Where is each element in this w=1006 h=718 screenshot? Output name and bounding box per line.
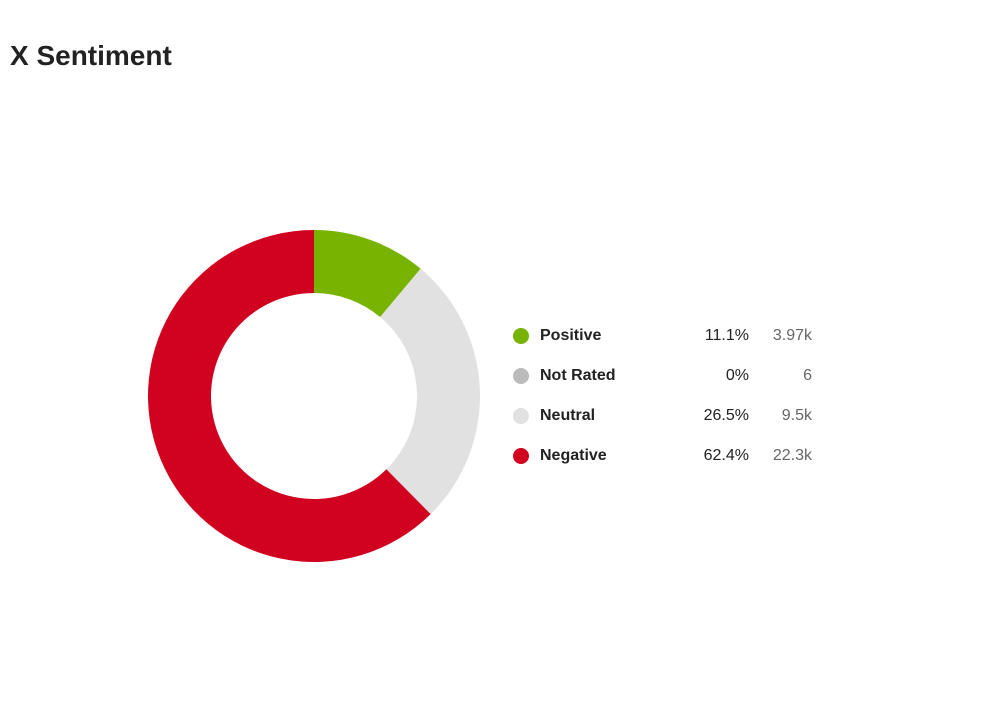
chart-legend: Positive 11.1% 3.97k Not Rated 0% 6 Neut… (512, 316, 832, 476)
legend-swatch-neutral (513, 408, 529, 424)
legend-label-positive: Positive (540, 327, 602, 344)
legend-label-negative: Negative (540, 447, 607, 464)
legend-label-not-rated: Not Rated (540, 367, 616, 384)
legend-item-positive[interactable]: Positive 11.1% 3.97k (512, 316, 832, 356)
legend-swatch-positive (513, 328, 529, 344)
legend-percent-not-rated: 0% (725, 367, 749, 384)
legend-item-not-rated[interactable]: Not Rated 0% 6 (512, 356, 832, 396)
donut-slice-positive[interactable] (314, 230, 421, 318)
legend-count-positive: 3.97k (772, 327, 812, 344)
donut-slices (147, 230, 481, 562)
legend-item-neutral[interactable]: Neutral 26.5% 9.5k (512, 396, 832, 436)
legend-label-neutral: Neutral (540, 407, 596, 424)
legend-count-not-rated: 6 (803, 367, 812, 384)
donut-slice-neutral[interactable] (380, 268, 481, 515)
legend-percent-negative: 62.4% (703, 447, 749, 464)
legend-item-negative[interactable]: Negative 62.4% 22.3k (512, 436, 832, 476)
legend-swatch-negative (513, 448, 529, 464)
legend-count-neutral: 9.5k (781, 407, 812, 424)
legend-swatch-not-rated (513, 368, 529, 384)
donut-slice-negative[interactable] (147, 230, 431, 562)
legend-percent-neutral: 26.5% (703, 407, 749, 424)
legend-count-negative: 22.3k (772, 447, 812, 464)
legend-percent-positive: 11.1% (704, 327, 749, 344)
page-title: X Sentiment (10, 40, 172, 71)
